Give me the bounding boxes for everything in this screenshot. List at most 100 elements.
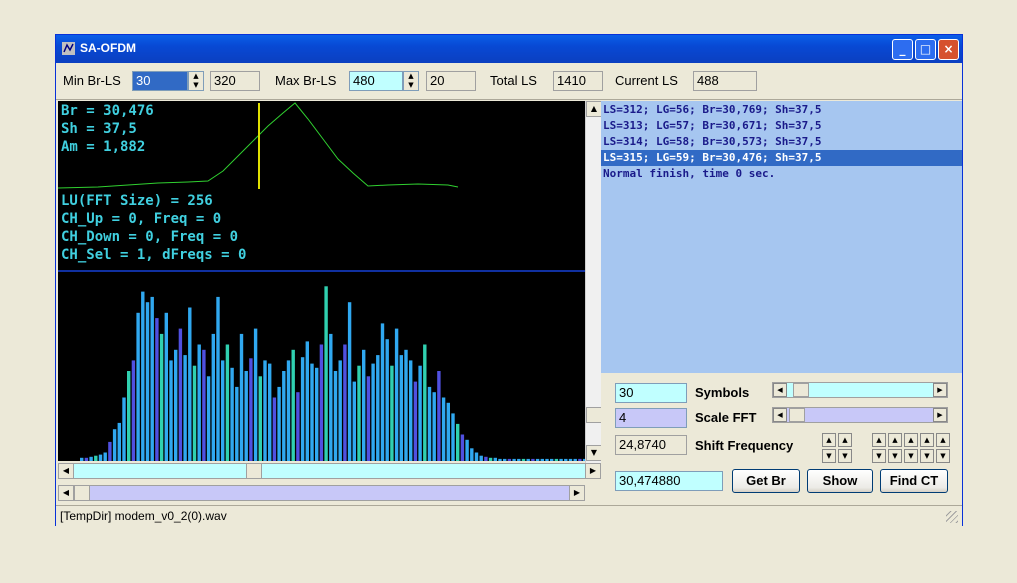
spectrum-bar <box>206 376 211 461</box>
shift-up-icon[interactable]: ▲ <box>888 433 902 447</box>
scroll-thumb[interactable] <box>246 463 262 479</box>
spectrum-bar <box>526 458 530 461</box>
spectrum-bar <box>286 360 291 461</box>
shift-up-icon[interactable]: ▲ <box>936 433 950 447</box>
spectrum-bar <box>300 357 305 461</box>
spectrum-bar <box>211 333 215 461</box>
scroll-down-icon[interactable]: ▼ <box>586 445 602 461</box>
shift-down-icon[interactable]: ▼ <box>936 449 950 463</box>
spin-down-icon[interactable]: ▼ <box>193 81 199 89</box>
get-br-button[interactable]: Get Br <box>732 469 800 493</box>
spectrum-bar <box>277 386 281 461</box>
shift-down-icon[interactable]: ▼ <box>904 449 918 463</box>
slider-right-icon[interactable]: ▶ <box>933 408 947 422</box>
min-br-ls-spinner[interactable]: ▲ ▼ <box>188 71 204 91</box>
slider-thumb[interactable] <box>793 383 809 397</box>
minimize-button[interactable]: _ <box>892 39 913 60</box>
shift-fine-down-icon[interactable]: ▼ <box>838 449 852 463</box>
spectrum-bar <box>333 371 338 461</box>
scroll-left-icon[interactable]: ◀ <box>58 485 74 501</box>
spectrum-bar <box>550 458 554 461</box>
shift-down-icon[interactable]: ▼ <box>920 449 934 463</box>
log-row-selected[interactable]: LS=315; LG=59; Br=30,476; Sh=37,5 <box>601 150 962 166</box>
spectrum-bar <box>305 341 309 461</box>
spin-down-icon[interactable]: ▼ <box>408 81 414 89</box>
spectrum-bar <box>268 363 272 461</box>
maximize-button[interactable]: □ <box>915 39 936 60</box>
shift-up-icon[interactable]: ▲ <box>920 433 934 447</box>
spectrum-bar <box>136 312 140 461</box>
spectrum-bar <box>216 296 220 461</box>
shift-fine-up-icon[interactable]: ▲ <box>822 433 836 447</box>
spectrum-bar <box>456 423 460 461</box>
max-br-ls-input[interactable]: 480 <box>349 71 403 91</box>
spectrum-bar <box>258 376 262 461</box>
spectrum-bar <box>141 291 145 461</box>
spectrum-bar <box>263 360 267 461</box>
shift-up-icon[interactable]: ▲ <box>872 433 886 447</box>
br-result-input[interactable]: 30,474880 <box>615 471 723 491</box>
spectrum-bar <box>512 458 516 461</box>
symbols-input[interactable]: 30 <box>615 383 687 403</box>
offset-horizontal-scrollbar[interactable]: ◀ ▶ <box>58 485 585 501</box>
scroll-up-icon[interactable]: ▲ <box>586 101 602 117</box>
fft-size-readout: LU(FFT Size) = 256 <box>61 193 213 209</box>
symbols-slider[interactable]: ◀ ▶ <box>772 382 948 398</box>
spectrum-bar <box>315 367 319 461</box>
shift-up-icon[interactable]: ▲ <box>904 433 918 447</box>
slider-left-icon[interactable]: ◀ <box>773 383 787 397</box>
spectrum-bars <box>80 286 585 461</box>
scroll-thumb[interactable] <box>586 407 602 423</box>
total-ls-label: Total LS <box>490 73 537 88</box>
scroll-right-icon[interactable]: ▶ <box>585 463 601 479</box>
max-br-ls-spinner[interactable]: ▲ ▼ <box>403 71 419 91</box>
spin-up-icon[interactable]: ▲ <box>193 72 199 80</box>
spectrum-bar <box>319 344 324 461</box>
br-readout: Br = 30,476 <box>61 103 154 119</box>
spectrum-bar <box>362 349 366 461</box>
shift-down-icon[interactable]: ▼ <box>872 449 886 463</box>
ch-sel-readout: CH_Sel = 1, dFreqs = 0 <box>61 247 247 263</box>
total-ls-value: 1410 <box>553 71 603 91</box>
spectrum-bar <box>460 434 465 461</box>
spectrum-bar <box>394 328 399 461</box>
show-button[interactable]: Show <box>807 469 873 493</box>
scroll-right-icon[interactable]: ▶ <box>569 485 585 501</box>
spectrum-bar <box>366 376 371 461</box>
spectrum-bar <box>98 454 103 461</box>
spin-up-icon[interactable]: ▲ <box>408 72 414 80</box>
status-text: [TempDir] modem_v0_2(0).wav <box>60 509 227 523</box>
graph-vertical-scrollbar[interactable]: ▲ ▼ <box>585 101 602 463</box>
spectrum-bar <box>239 333 244 461</box>
spectrum-bar <box>479 455 483 461</box>
log-row[interactable]: LS=314; LG=58; Br=30,573; Sh=37,5 <box>603 135 822 148</box>
scale-fft-slider[interactable]: ◀ ▶ <box>772 407 948 423</box>
spectrum-bar <box>225 344 230 461</box>
slider-left-icon[interactable]: ◀ <box>773 408 787 422</box>
resize-grip-icon[interactable] <box>946 511 958 523</box>
results-log[interactable]: LS=312; LG=56; Br=30,769; Sh=37,5 LS=313… <box>601 101 962 373</box>
graph-horizontal-scrollbar[interactable]: ◀ ▶ <box>58 463 601 479</box>
log-row[interactable]: Normal finish, time 0 sec. <box>603 167 776 180</box>
scale-fft-input[interactable]: 4 <box>615 408 687 428</box>
slider-thumb[interactable] <box>789 408 805 422</box>
find-ct-button[interactable]: Find CT <box>880 469 948 493</box>
spectrum-bar <box>559 458 563 461</box>
log-row[interactable]: LS=313; LG=57; Br=30,671; Sh=37,5 <box>603 119 822 132</box>
spectrum-bar <box>197 344 201 461</box>
spectrum-bar <box>498 458 502 461</box>
spectrum-bar <box>343 344 347 461</box>
close-button[interactable]: × <box>938 39 959 60</box>
spectrum-bar <box>380 323 385 461</box>
slider-right-icon[interactable]: ▶ <box>933 383 947 397</box>
log-row[interactable]: LS=312; LG=56; Br=30,769; Sh=37,5 <box>603 103 822 116</box>
spectrum-bar <box>145 302 150 461</box>
scroll-left-icon[interactable]: ◀ <box>58 463 74 479</box>
min-br-ls-input[interactable]: 30 <box>132 71 188 91</box>
shift-fine-down-icon[interactable]: ▼ <box>822 449 836 463</box>
shift-down-icon[interactable]: ▼ <box>888 449 902 463</box>
shift-fine-up-icon[interactable]: ▲ <box>838 433 852 447</box>
spectrum-bar <box>441 397 446 461</box>
scroll-thumb[interactable] <box>74 485 90 501</box>
spectrum-bar <box>437 371 441 461</box>
